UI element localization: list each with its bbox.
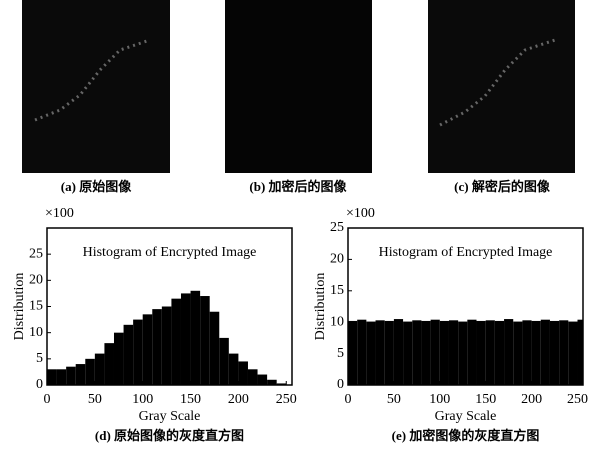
bar [238, 361, 248, 385]
y-tick-label: 20 [330, 252, 344, 267]
bar [385, 321, 394, 385]
image-caption: (b) 加密后的图像 [249, 179, 347, 194]
chart-title: Histogram of Encrypted Image [379, 245, 553, 260]
x-tick-label: 250 [276, 392, 297, 407]
y-tick-label: 0 [337, 377, 344, 392]
x-tick-label: 100 [429, 392, 450, 407]
bar [467, 320, 476, 385]
x-tick-label: 50 [387, 392, 401, 407]
y-tick-label: 10 [330, 314, 344, 329]
y-tick-label: 0 [36, 377, 43, 392]
image-caption: (c) 解密后的图像 [454, 179, 551, 194]
image-caption: (a) 原始图像 [61, 179, 132, 194]
y-tick-label: 5 [36, 351, 43, 366]
bar [143, 314, 153, 385]
x-tick-label: 200 [228, 392, 249, 407]
x-tick-label: 0 [345, 392, 352, 407]
bar [229, 354, 239, 385]
bar [133, 320, 143, 385]
decrypted-image [428, 0, 575, 173]
bar [248, 369, 258, 385]
bar [200, 296, 210, 385]
bar [431, 320, 440, 385]
bar [412, 320, 421, 385]
y-tick-label: 25 [29, 246, 43, 261]
axis-multiplier: ×100 [346, 206, 375, 221]
x-axis-label: Gray Scale [139, 409, 201, 424]
y-tick-label: 10 [29, 325, 43, 340]
y-tick-label: 20 [29, 273, 43, 288]
bar [258, 375, 268, 385]
bar [76, 364, 86, 385]
bar [162, 307, 172, 386]
x-tick-label: 150 [475, 392, 496, 407]
bar [66, 367, 76, 385]
bar [577, 320, 583, 385]
bar [210, 312, 220, 385]
bar [486, 320, 495, 385]
bar [495, 321, 504, 385]
bar [421, 321, 430, 385]
bar [440, 321, 449, 385]
bar [366, 322, 375, 385]
bar [85, 359, 95, 385]
bar [477, 321, 486, 385]
x-tick-label: 150 [180, 392, 201, 407]
bar [181, 293, 191, 385]
bar [376, 320, 385, 385]
bar [403, 322, 412, 385]
figure: (a) 原始图像 (b) 加密后的图像 (c) 解密后的图像 0 5 10 15 20 2… [0, 0, 595, 455]
bar [394, 319, 403, 385]
x-tick-label: 0 [44, 392, 51, 407]
x-tick-label: 100 [132, 392, 153, 407]
bar [357, 320, 366, 385]
y-tick-label: 25 [330, 220, 344, 235]
bar [541, 320, 550, 385]
x-axis-label: Gray Scale [435, 409, 497, 424]
x-tick-label: 200 [521, 392, 542, 407]
bar [219, 338, 229, 385]
bar [47, 369, 57, 385]
bar [152, 309, 162, 385]
y-tick-label: 5 [337, 346, 344, 361]
bar [504, 319, 513, 385]
chart-caption: (e) 加密图像的灰度直方图 [392, 428, 540, 443]
y-axis-label: Distribution [313, 273, 328, 341]
bar [458, 322, 467, 385]
chart-caption: (d) 原始图像的灰度直方图 [95, 428, 244, 443]
bar [522, 320, 531, 385]
y-tick-label: 15 [330, 283, 344, 298]
axis-multiplier: ×100 [45, 206, 74, 221]
bar [550, 321, 559, 385]
bar [513, 322, 522, 385]
bar [171, 299, 181, 385]
bar [104, 343, 114, 385]
bar [532, 321, 541, 385]
original-image [22, 0, 170, 173]
bar [348, 321, 357, 385]
bar [124, 325, 134, 385]
encrypted-image [225, 0, 372, 173]
y-axis-label: Distribution [12, 273, 27, 341]
bar [114, 333, 124, 385]
bar [559, 320, 568, 385]
x-tick-label: 50 [88, 392, 102, 407]
bar [267, 380, 277, 385]
bar [449, 320, 458, 385]
bar [191, 291, 201, 385]
bar [568, 322, 577, 385]
bar [57, 369, 67, 385]
chart-title: Histogram of Encrypted Image [83, 245, 257, 260]
x-tick-label: 250 [567, 392, 588, 407]
bar [95, 354, 105, 385]
y-tick-label: 15 [29, 299, 43, 314]
